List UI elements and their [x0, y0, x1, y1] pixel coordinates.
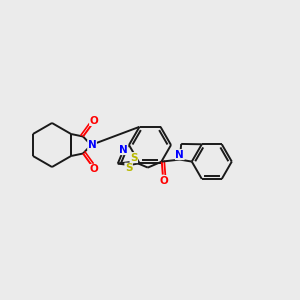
Text: N: N — [119, 145, 128, 154]
Text: O: O — [90, 164, 98, 175]
Text: S: S — [130, 153, 137, 163]
Text: O: O — [90, 116, 98, 125]
Text: N: N — [176, 150, 184, 160]
Text: S: S — [125, 163, 132, 173]
Text: N: N — [88, 140, 96, 150]
Text: O: O — [159, 176, 168, 186]
